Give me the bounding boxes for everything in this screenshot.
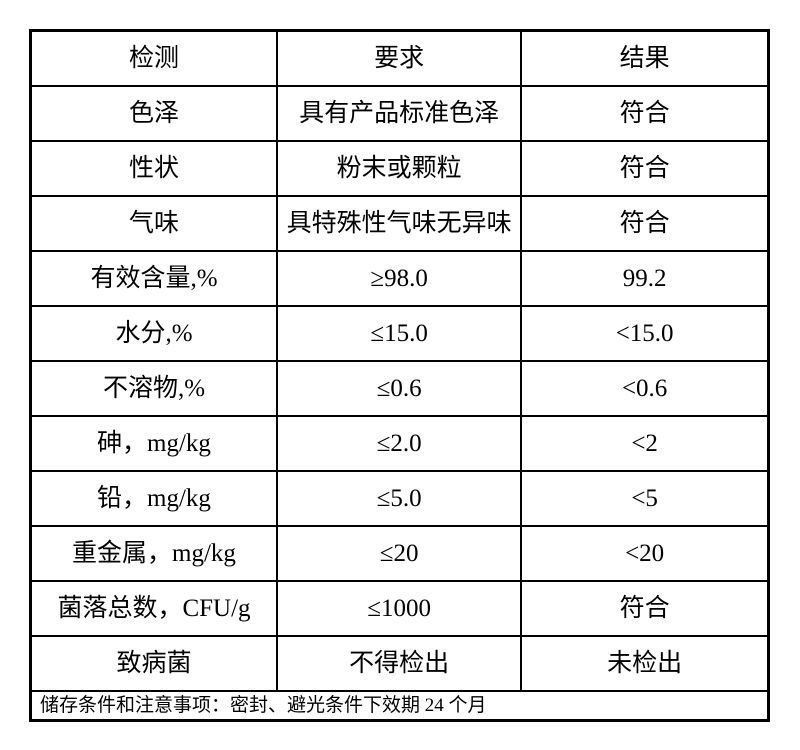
cell-result: 符合	[520, 84, 770, 142]
inspection-table: 检测 要求 结果 色泽 具有产品标准色泽 符合 性状 粉末或颗粒 符合 气味 具…	[29, 29, 770, 722]
table-row-insolubles: 不溶物,% ≤0.6 <0.6	[29, 359, 770, 417]
cell-result: 符合	[520, 139, 770, 197]
cell-test: 气味	[29, 194, 278, 252]
storage-conditions-note: 储存条件和注意事项：密封、避光条件下效期 24 个月	[29, 689, 770, 722]
cell-result: 未检出	[520, 634, 770, 692]
column-header-result: 结果	[520, 29, 770, 87]
cell-requirement: ≥98.0	[275, 249, 523, 307]
table-header-row: 检测 要求 结果	[29, 29, 770, 87]
cell-test: 致病菌	[29, 634, 278, 692]
table-row-heavy-metals: 重金属，mg/kg ≤20 <20	[29, 524, 770, 582]
table-row-form: 性状 粉末或颗粒 符合	[29, 139, 770, 197]
cell-result: 符合	[520, 194, 770, 252]
cell-requirement: ≤5.0	[275, 469, 523, 527]
cell-requirement: ≤1000	[275, 579, 523, 637]
table-row-pathogens: 致病菌 不得检出 未检出	[29, 634, 770, 692]
cell-requirement: 粉末或颗粒	[275, 139, 523, 197]
cell-result: 99.2	[520, 249, 770, 307]
cell-test: 有效含量,%	[29, 249, 278, 307]
table-row-total-plate-count: 菌落总数，CFU/g ≤1000 符合	[29, 579, 770, 637]
cell-requirement: 具有产品标准色泽	[275, 84, 523, 142]
table-row-lead: 铅，mg/kg ≤5.0 <5	[29, 469, 770, 527]
table-row-odor: 气味 具特殊性气味无异味 符合	[29, 194, 770, 252]
cell-test: 菌落总数，CFU/g	[29, 579, 278, 637]
cell-requirement: ≤2.0	[275, 414, 523, 472]
table-footer-row: 储存条件和注意事项：密封、避光条件下效期 24 个月	[29, 689, 770, 722]
cell-result: 符合	[520, 579, 770, 637]
cell-result: <20	[520, 524, 770, 582]
table-row-color: 色泽 具有产品标准色泽 符合	[29, 84, 770, 142]
table-row-moisture: 水分,% ≤15.0 <15.0	[29, 304, 770, 362]
cell-result: <5	[520, 469, 770, 527]
cell-requirement: 具特殊性气味无异味	[275, 194, 523, 252]
cell-test: 色泽	[29, 84, 278, 142]
cell-requirement: ≤15.0	[275, 304, 523, 362]
cell-requirement: ≤20	[275, 524, 523, 582]
cell-test: 水分,%	[29, 304, 278, 362]
table-row-arsenic: 砷，mg/kg ≤2.0 <2	[29, 414, 770, 472]
column-header-requirement: 要求	[275, 29, 523, 87]
cell-test: 性状	[29, 139, 278, 197]
cell-requirement: ≤0.6	[275, 359, 523, 417]
column-header-test: 检测	[29, 29, 278, 87]
cell-test: 铅，mg/kg	[29, 469, 278, 527]
cell-test: 重金属，mg/kg	[29, 524, 278, 582]
cell-test: 不溶物,%	[29, 359, 278, 417]
cell-result: <2	[520, 414, 770, 472]
cell-requirement: 不得检出	[275, 634, 523, 692]
table-row-active-content: 有效含量,% ≥98.0 99.2	[29, 249, 770, 307]
cell-test: 砷，mg/kg	[29, 414, 278, 472]
cell-result: <15.0	[520, 304, 770, 362]
cell-result: <0.6	[520, 359, 770, 417]
